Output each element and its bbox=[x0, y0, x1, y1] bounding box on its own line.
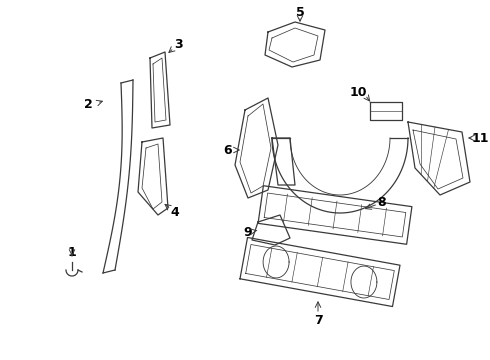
Text: 11: 11 bbox=[471, 131, 489, 144]
Text: 3: 3 bbox=[173, 39, 182, 51]
Text: 6: 6 bbox=[224, 144, 232, 157]
Text: 10: 10 bbox=[349, 85, 367, 99]
Text: 2: 2 bbox=[84, 98, 93, 111]
Text: 4: 4 bbox=[171, 206, 179, 219]
Text: 1: 1 bbox=[68, 246, 76, 258]
Text: 8: 8 bbox=[378, 195, 386, 208]
Text: 9: 9 bbox=[244, 225, 252, 238]
Text: 7: 7 bbox=[314, 314, 322, 327]
Text: 5: 5 bbox=[295, 5, 304, 18]
